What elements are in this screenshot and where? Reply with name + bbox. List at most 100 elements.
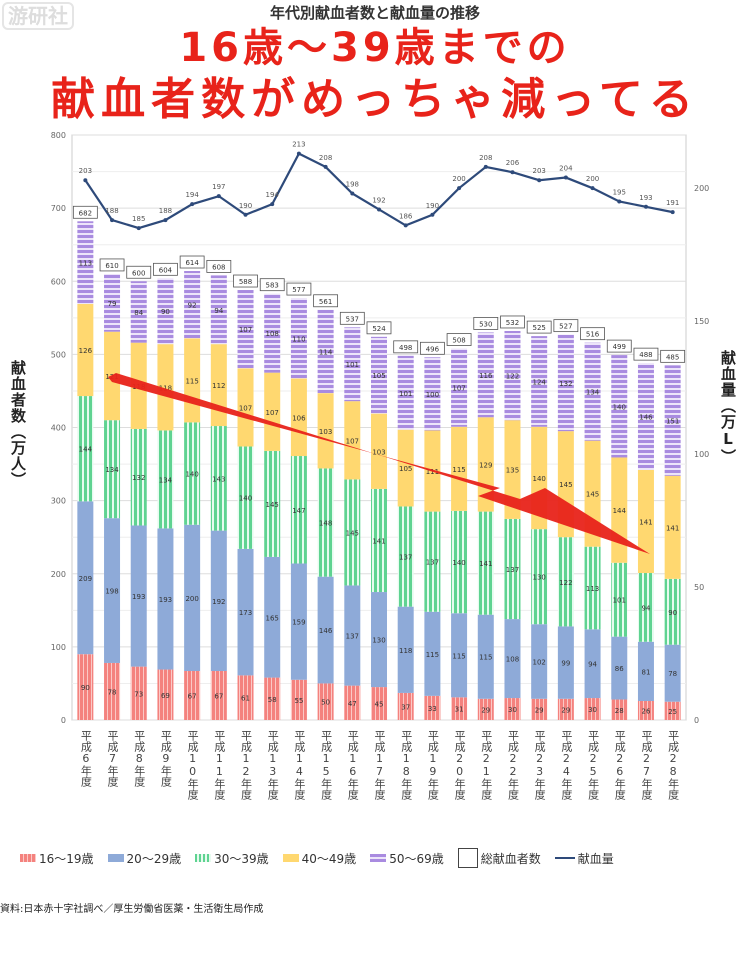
total-value-label: 530: [479, 320, 492, 328]
bar-segment: [637, 573, 654, 642]
legend-label: 16～19歳: [39, 851, 94, 866]
volume-point: [110, 218, 115, 223]
total-value-label: 600: [132, 269, 145, 277]
segment-value-label: 137: [506, 566, 519, 574]
annotation-line-2: 献血者数がめっちゃ減ってる: [51, 74, 699, 125]
total-label-box: [72, 205, 98, 219]
bar-segment: [451, 613, 468, 698]
segment-value-label: 209: [79, 575, 92, 583]
bar-segment: [210, 671, 227, 720]
volume-value-label: 203: [532, 167, 545, 175]
total-label-box: [233, 274, 258, 288]
bar-segment: [77, 654, 94, 720]
annotation-line-1: 16歳～39歳までの: [179, 25, 571, 71]
x-tick-label: 平成20年度: [453, 730, 467, 800]
bar-segment: [477, 511, 494, 615]
bar-segment: [104, 662, 121, 720]
volume-value-label: 194: [185, 191, 199, 199]
bar-segment: [664, 475, 681, 579]
volume-point: [323, 164, 328, 169]
bar-segment: [157, 669, 174, 720]
volume-point: [377, 207, 381, 212]
volume-value-label: 185: [132, 215, 145, 223]
y-tick-label: 0: [61, 716, 66, 725]
segment-value-label: 145: [559, 481, 572, 489]
volume-value-label: 203: [79, 167, 92, 175]
y-tick-label: 200: [51, 570, 66, 579]
segment-value-label: 58: [268, 696, 277, 704]
legend-item: 50～69歳: [370, 850, 444, 867]
bar-segment: [317, 468, 334, 577]
segment-value-label: 173: [239, 609, 252, 617]
segment-value-label: 198: [105, 588, 118, 596]
volume-value-label: 193: [639, 194, 652, 202]
legend-item-line: 献血量: [554, 850, 614, 867]
total-value-label: 583: [266, 282, 279, 290]
bar-segment: [397, 355, 414, 430]
segment-value-label: 122: [559, 579, 572, 587]
volume-point: [457, 186, 462, 191]
total-label-box: [153, 262, 178, 276]
bar-segment: [104, 518, 121, 663]
bar-segment: [344, 585, 361, 686]
segment-value-label: 113: [79, 260, 92, 268]
volume-value-label: 206: [506, 159, 520, 167]
segment-value-label: 105: [372, 372, 385, 380]
bar-segment: [371, 687, 387, 720]
total-value-label: 488: [639, 351, 652, 359]
bar-segment: [637, 363, 654, 470]
segment-value-label: 115: [479, 654, 492, 662]
bar-segment: [477, 698, 494, 720]
segment-value-label: 29: [481, 706, 490, 714]
total-label-box: [500, 315, 525, 329]
total-value-label: 682: [79, 209, 92, 217]
bar-segment: [317, 683, 334, 720]
segment-value-label: 107: [266, 409, 279, 417]
volume-value-label: 195: [613, 188, 626, 196]
segment-value-label: 102: [532, 659, 545, 667]
total-label-box: [526, 320, 552, 334]
bar-segment: [344, 327, 361, 402]
segment-value-label: 92: [188, 302, 197, 310]
x-tick-label: 平成24年度: [559, 730, 573, 800]
segment-value-label: 144: [613, 507, 627, 515]
volume-value-label: 188: [105, 207, 118, 215]
segment-value-label: 145: [346, 529, 359, 537]
x-tick-label: 平成12年度: [239, 730, 253, 800]
total-label-box: [339, 311, 365, 325]
total-label-box: [179, 255, 205, 269]
segment-value-label: 148: [319, 520, 332, 528]
segment-value-label: 140: [239, 495, 252, 503]
segment-value-label: 193: [132, 593, 145, 601]
segment-value-label: 78: [108, 688, 117, 696]
segment-value-label: 118: [159, 384, 172, 392]
bar-segment: [210, 530, 227, 672]
legend-label: 20～29歳: [126, 851, 182, 866]
total-label-box: [633, 347, 659, 361]
bar-segment: [451, 510, 468, 614]
segment-value-label: 124: [532, 378, 546, 386]
bar-segment: [584, 342, 601, 441]
segment-value-label: 113: [586, 585, 599, 593]
bar-segment: [344, 479, 361, 586]
bar-segment: [290, 298, 307, 379]
segment-value-label: 86: [615, 665, 624, 673]
segment-value-label: 105: [399, 465, 412, 473]
segment-value-label: 144: [79, 446, 93, 454]
y-tick-label: 100: [51, 643, 66, 652]
bar-segment: [371, 336, 387, 414]
bar-segment: [531, 698, 548, 720]
bar-segment: [157, 528, 174, 670]
segment-value-label: 118: [399, 647, 412, 655]
bar-segment: [611, 562, 628, 637]
x-tick-label: 平成18年度: [399, 730, 413, 800]
bar-segment: [157, 344, 174, 431]
segment-value-label: 73: [134, 690, 143, 698]
legend-item: 40～49歳: [282, 850, 356, 867]
legend-label: 30～39歳: [214, 851, 269, 866]
segment-value-label: 116: [479, 372, 493, 380]
total-value-label: 508: [452, 337, 465, 345]
bar-segment: [184, 271, 201, 339]
volume-line: [84, 152, 673, 230]
